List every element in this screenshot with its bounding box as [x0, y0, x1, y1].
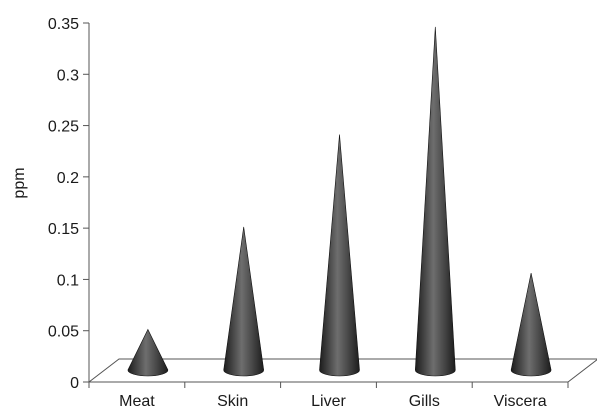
cone-body	[414, 26, 456, 377]
y-tick-label: 0.1	[57, 272, 79, 289]
y-tick-label: 0.25	[48, 119, 79, 136]
y-tick-label: 0.3	[57, 67, 79, 84]
cone-liver	[319, 134, 360, 377]
y-axis-title: ppm	[11, 167, 28, 198]
x-tick-label: Skin	[217, 393, 248, 408]
cone-viscera	[510, 272, 552, 377]
cone-body	[223, 226, 265, 377]
cone-body	[127, 328, 169, 377]
cone-body	[319, 134, 360, 377]
x-tick-label: Meat	[119, 393, 155, 408]
y-tick-label: 0.15	[48, 221, 79, 238]
y-tick-label: 0	[70, 375, 79, 392]
cone-skin	[223, 226, 265, 377]
cone-layer	[127, 26, 552, 377]
x-tick-label: Viscera	[494, 393, 547, 408]
y-tick-label: 0.05	[48, 324, 79, 341]
cone-gills	[414, 26, 456, 377]
x-tick-label: Liver	[311, 393, 346, 408]
x-tick-label: Gills	[409, 393, 440, 408]
cone-meat	[127, 328, 169, 377]
label-layer: 0 0.05 0.1 0.15 0.2 0.25 0.3 0.35 Meat Skin Liver G…	[48, 16, 547, 410]
y-tick-label: 0.2	[57, 170, 79, 187]
cone-body	[510, 272, 552, 377]
y-tick-label: 0.35	[48, 16, 79, 33]
